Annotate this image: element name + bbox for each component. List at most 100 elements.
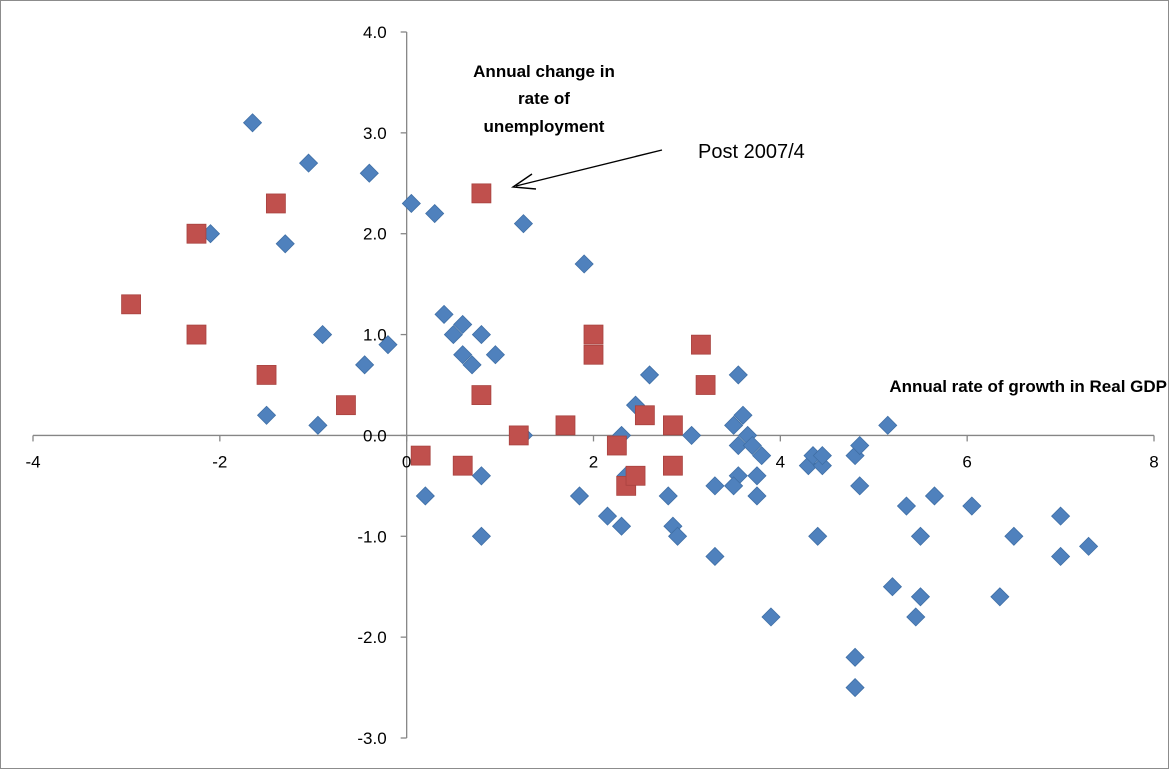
diamond-point [611,516,632,536]
y-tick-label: -3.0 [357,729,386,748]
diamond-point [471,466,491,486]
square-point [186,324,207,345]
diamond-point [896,496,917,516]
square-point [256,365,277,385]
square-point [265,193,286,214]
diamond-point [668,526,688,546]
diamond-point [378,335,398,355]
axes [32,31,1155,739]
square-point [186,223,207,244]
y-axis-label-line-3: unemployment [484,117,605,136]
diamond-point [359,163,379,183]
annotation-arrow-head [510,173,537,190]
square-point [471,183,492,204]
diamond-point [812,446,832,466]
square-point [555,415,576,436]
diamond-point [808,526,828,546]
diamond-point [812,456,832,476]
diamond-point [569,486,590,506]
x-tick-label: 6 [962,452,971,471]
diamond-point [845,678,865,698]
diamond-point [275,234,295,254]
square-point [606,435,627,456]
y-tick-label: -2.0 [357,628,386,647]
diamond-point [728,435,748,456]
diamond-point [415,486,435,506]
diamond-point [471,526,491,546]
diamond-point [443,325,463,345]
diamond-point [752,446,772,466]
y-tick-label: 2.0 [363,225,387,244]
diamond-point [453,345,473,365]
diamond-point [1051,506,1071,526]
annotation-post-2007: Post 2007/4 [698,141,805,163]
diamond-point [733,405,753,425]
diamond-point [990,587,1010,607]
diamond-point [761,607,781,627]
diamond-point [513,214,534,234]
square-point [121,294,141,315]
diamond-point [462,355,482,375]
diamond-point [1051,546,1071,567]
tick-labels: -4 -2 0 2 4 6 8 4.0 3.0 2.0 1.0 0.0 -1.0 -2.0 -3.0 [25,23,1158,748]
diamond-point [355,355,375,375]
x-tick-label: -4 [25,452,40,471]
square-point [634,405,655,426]
diamond-point [724,476,744,496]
y-tick-label: 0.0 [363,426,387,445]
diamond-point [724,415,744,435]
square-point [508,425,529,446]
diamond-point [308,415,328,435]
diamond-point [878,415,898,435]
x-tick-label: -2 [212,452,227,471]
square-point [452,455,473,476]
y-tick-label: 4.0 [363,23,387,42]
square-point [691,334,711,355]
diamond-point [682,425,702,445]
square-point [410,445,431,466]
diamond-point [845,647,865,667]
y-axis-label-line-1: Annual change in [473,62,615,81]
diamond-point [705,546,725,567]
diamond-point [910,587,931,607]
square-point [471,385,492,405]
x-tick-label: 2 [589,452,598,471]
diamond-point [705,476,725,496]
diamond-point [742,435,762,456]
diamond-point [299,153,319,173]
diamond-point [313,325,333,345]
square-point [663,415,683,436]
diamond-point [906,607,926,627]
diamond-point [453,314,473,335]
square-point [625,465,646,486]
square-point [583,324,604,345]
data-points [121,113,1099,698]
x-tick-label: 0 [402,452,411,471]
square-point [336,395,356,416]
square-point [695,375,716,395]
y-axis-label-line-2: rate of [518,89,570,108]
diamond-point [1079,536,1099,556]
y-tick-label: -1.0 [357,527,386,546]
diamond-point [485,345,505,365]
diamond-point [434,304,454,324]
y-tick-label: 3.0 [363,124,387,143]
diamond-point [850,476,870,496]
square-point [663,455,683,476]
y-tick-label: 1.0 [363,326,387,345]
diamond-point [658,486,678,506]
diamond-point [639,365,660,385]
diamond-point [850,435,870,456]
diamond-point [962,496,982,516]
annotation-arrow-shaft [515,149,663,187]
x-axis-label: Annual rate of growth in Real GDP [889,377,1167,396]
diamond-point [597,506,618,526]
diamond-point [401,193,421,214]
diamond-point [882,577,902,597]
diamond-point [910,526,931,546]
x-tick-label: 8 [1149,452,1158,471]
diamond-point [425,203,445,224]
diamond-point [1004,526,1024,546]
